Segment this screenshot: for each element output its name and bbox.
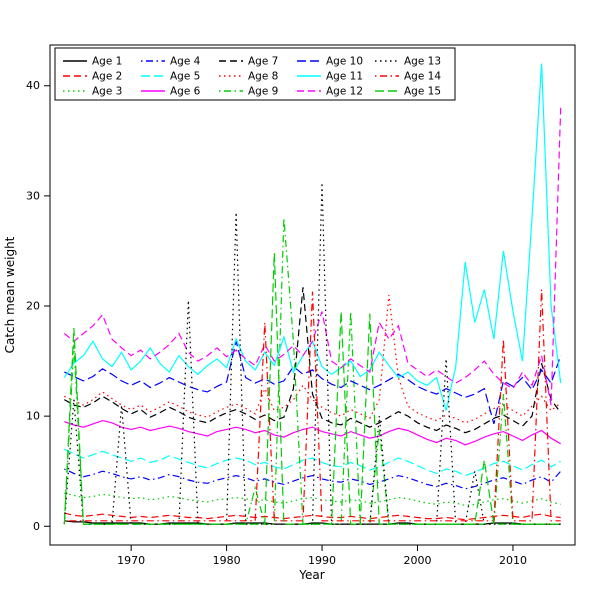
legend-label: Age 10 (326, 56, 363, 68)
series-line-age-4 (64, 468, 562, 490)
series-group (63, 63, 562, 525)
legend-label: Age 12 (326, 86, 363, 98)
plot-area: 1970 1980 1990 2000 2010 0 10 20 30 40 Age 1 Age 2 A… (26, 44, 576, 567)
legend-label: Age 14 (404, 71, 441, 83)
legend-label: Age 4 (170, 56, 201, 68)
legend-label: Age 15 (404, 86, 441, 98)
y-tick-label: 10 (26, 410, 40, 423)
y-tick-label: 30 (26, 189, 40, 202)
y-tick-label: 20 (26, 300, 40, 313)
x-tick-label: 1990 (308, 554, 336, 567)
y-tick-label: 40 (26, 79, 40, 92)
legend-label: Age 7 (248, 56, 278, 68)
x-tick-label: 1970 (117, 554, 145, 567)
series-line-age-14 (64, 289, 561, 522)
x-tick-label: 1980 (213, 554, 241, 567)
plot-box (49, 44, 576, 546)
y-axis-label: Catch mean weight (3, 236, 17, 353)
legend-label: Age 9 (248, 86, 278, 98)
series-line-age-9 (63, 217, 561, 525)
series-line-age-8 (64, 294, 562, 424)
series-line-age-2 (64, 512, 561, 521)
series-line-age-7 (64, 287, 562, 434)
series-line-age-11 (63, 63, 562, 411)
legend-label: Age 13 (404, 56, 441, 68)
y-tick-label: 0 (33, 520, 40, 533)
legend-label: Age 2 (92, 71, 122, 83)
x-tick-label: 2000 (404, 554, 432, 567)
legend-label: Age 1 (92, 56, 122, 68)
legend-label: Age 3 (92, 86, 122, 98)
legend-label: Age 6 (170, 86, 201, 98)
series-line-age-6 (64, 419, 561, 446)
series-line-age-12 (63, 107, 562, 406)
legend-label: Age 8 (248, 71, 278, 83)
series-line-age-15 (63, 253, 561, 525)
legend-label: Age 11 (326, 71, 363, 83)
x-tick-label: 2010 (499, 554, 527, 567)
legend-label: Age 5 (170, 71, 200, 83)
series-line-age-3 (64, 492, 561, 507)
series-line-age-5 (64, 448, 561, 477)
x-axis-label: Year (298, 568, 324, 582)
series-line-age-13 (63, 182, 561, 525)
series-line-age-10 (64, 341, 562, 425)
